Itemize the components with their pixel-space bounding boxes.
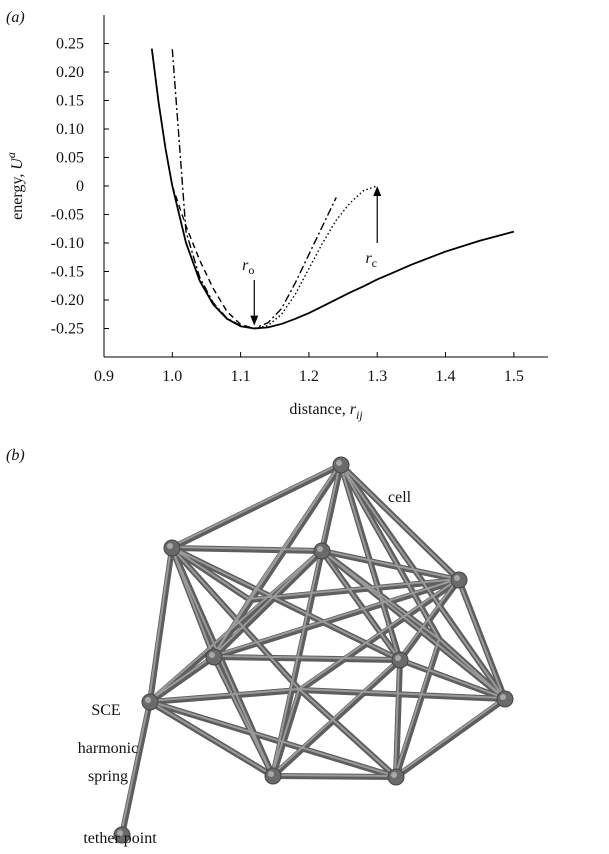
annotation-label: ro <box>242 257 254 277</box>
y-tick-label: 0.15 <box>56 93 84 110</box>
node-highlight <box>209 652 215 658</box>
series-line <box>254 186 377 329</box>
x-tick-label: 1.5 <box>504 368 524 385</box>
label-part: c <box>372 256 377 270</box>
node-highlight <box>268 771 274 777</box>
arrow-head <box>250 316 258 326</box>
x-tick-label: 1.2 <box>299 368 319 385</box>
x-axis-label: distance, rij <box>289 401 363 422</box>
x-tick-label: 1.3 <box>367 368 387 385</box>
spring-label: spring <box>88 768 128 785</box>
y-tick-label: -0.20 <box>51 292 84 309</box>
edge-highlight <box>149 701 395 776</box>
x-tick-label: 0.9 <box>94 368 114 385</box>
y-tick-label: 0.25 <box>56 36 84 53</box>
label-part: energy, <box>9 170 26 220</box>
cell-mesh <box>114 457 513 843</box>
spring-label: harmonic <box>78 740 138 757</box>
edge-highlight <box>149 689 299 701</box>
tether-label: tether point <box>83 830 157 847</box>
series-line <box>152 49 514 329</box>
label-part: ij <box>356 408 363 422</box>
node-highlight <box>391 772 397 778</box>
spring-edge <box>396 699 505 777</box>
x-tick-label: 1.1 <box>231 368 251 385</box>
y-tick-label: -0.25 <box>51 321 84 338</box>
label-part: a <box>4 152 18 158</box>
x-tick-label: 1.0 <box>162 368 182 385</box>
spring-edge <box>150 548 172 702</box>
y-tick-label: 0.10 <box>56 121 84 138</box>
sce-label: SCE <box>91 702 120 719</box>
label-part: o <box>248 263 254 277</box>
y-tick-label: 0 <box>76 178 84 195</box>
spring-edge <box>150 690 300 702</box>
node-highlight <box>454 575 460 581</box>
panel-label: (b) <box>6 447 25 464</box>
y-tick-label: 0.20 <box>56 64 84 81</box>
edge-highlight <box>149 547 171 701</box>
annotation-label: rc <box>365 250 377 270</box>
edge-highlight <box>272 775 395 776</box>
cell-label: cell <box>388 489 412 506</box>
node-highlight <box>145 697 151 703</box>
y-tick-label: -0.10 <box>51 235 84 252</box>
label-part: distance, <box>289 401 349 418</box>
node-highlight <box>167 543 173 549</box>
node-highlight <box>500 694 506 700</box>
y-axis-label: energy, Ua <box>4 152 26 220</box>
figure: (a) (b) cell SCE harmonic spring tether … <box>0 0 609 849</box>
node-highlight <box>395 655 401 661</box>
y-tick-label: -0.05 <box>51 207 84 224</box>
x-tick-label: 1.4 <box>436 368 456 385</box>
node-highlight <box>317 546 323 552</box>
panel-label: (a) <box>6 9 25 26</box>
node-highlight <box>336 460 342 466</box>
y-tick-label: -0.15 <box>51 264 84 281</box>
y-tick-label: 0.05 <box>56 150 84 167</box>
